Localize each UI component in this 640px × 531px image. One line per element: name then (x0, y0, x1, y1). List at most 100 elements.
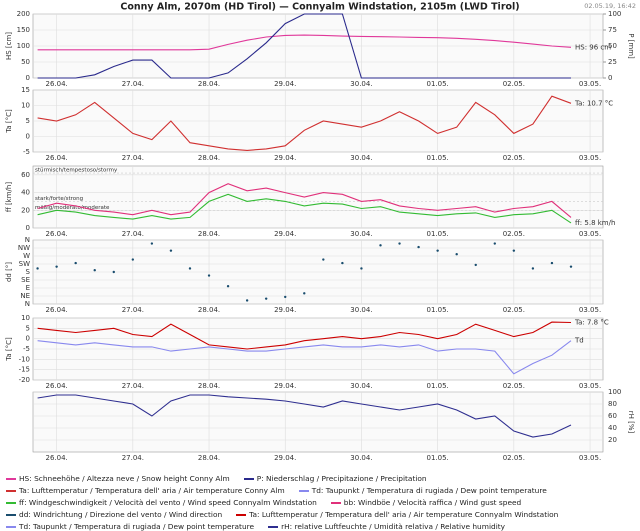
y2-tick-label: 100 (608, 388, 621, 396)
x-tick-label: 27.04. (122, 230, 144, 238)
y-tick-label: 60 (21, 171, 30, 179)
point (303, 292, 306, 295)
legend-swatch (243, 477, 254, 480)
point (474, 263, 477, 267)
x-tick-label: 26.04. (45, 306, 67, 314)
x-tick-label: 02.05. (503, 80, 525, 88)
series-line (37, 340, 572, 375)
plot-area (32, 391, 604, 453)
y2-tick-label: 50 (608, 42, 617, 50)
x-tick-label: 30.04. (350, 230, 372, 238)
y-tick-label: 200 (17, 10, 30, 18)
y-tick-label: 0 (26, 74, 30, 82)
x-tick-label: 03.05. (579, 382, 601, 390)
legend-label: Td: Taupunkt / Temperatura di rugiada / … (19, 522, 255, 531)
y-tick-label: 150 (17, 26, 30, 34)
x-tick-label: 03.05. (579, 230, 601, 238)
y-tick-label: W (23, 252, 30, 260)
y-tick-label: -5 (23, 345, 30, 353)
point (341, 261, 344, 265)
legend-label: ff: Windgeschwindigkeit / Velocità del v… (19, 498, 317, 507)
y2-tick-label: 75 (608, 26, 617, 34)
x-tick-label: 28.04. (198, 382, 220, 390)
legend-item: Td: Taupunkt / Temperatura di rugiada / … (298, 486, 547, 495)
y-tick-label: -20 (19, 376, 30, 384)
point (36, 267, 39, 270)
y-axis-label: HS [cm] (5, 32, 13, 60)
legend-swatch (6, 513, 16, 516)
legend-item: Ta: Lufttemperatur / Temperatura dell' a… (6, 486, 285, 495)
point (322, 258, 325, 261)
x-tick-label: 01.05. (427, 154, 449, 162)
legend-item: Td: Taupunkt / Temperatura di rugiada / … (6, 522, 254, 531)
legend: HS: Schneehöhe / Altezza neve / Snow hei… (6, 474, 636, 531)
y2-axis-label: rH [%] (627, 411, 635, 434)
point (55, 265, 58, 268)
series-line (37, 321, 572, 350)
legend-swatch (6, 525, 16, 528)
x-tick-label: 26.04. (45, 230, 67, 238)
x-tick-label: 27.04. (122, 80, 144, 88)
x-tick-label: 26.04. (45, 154, 67, 162)
x-tick-label: 29.04. (274, 454, 296, 462)
x-tick-label: 29.04. (274, 306, 296, 314)
legend-item: Ta: Lufttemperatur / Temperatura dell' a… (236, 510, 558, 519)
x-tick-label: 03.05. (579, 80, 601, 88)
y-tick-label: 0 (26, 133, 30, 141)
x-tick-label: 26.04. (45, 382, 67, 390)
legend-swatch (6, 489, 16, 492)
y-tick-label: 10 (21, 314, 30, 322)
point (188, 267, 192, 270)
legend-label: Ta: Lufttemperatur / Temperatura dell' a… (19, 486, 285, 495)
x-tick-label: 02.05. (503, 454, 525, 462)
y-axis-label: Ta [°C] (5, 337, 13, 362)
plot-area (32, 165, 604, 229)
legend-item: ff: Windgeschwindigkeit / Velocità del v… (6, 498, 317, 507)
legend-label: HS: Schneehöhe / Altezza neve / Snow hei… (19, 474, 230, 483)
point (455, 253, 458, 256)
point (531, 267, 535, 270)
band-label: stürmisch/tempestoso/stormy (35, 168, 118, 174)
point (207, 274, 211, 277)
point (379, 244, 382, 247)
y2-tick-label: 100 (608, 10, 621, 18)
y-tick-label: 40 (21, 189, 30, 197)
x-tick-label: 28.04. (198, 306, 220, 314)
y-axis-label: ff [km/h] (5, 182, 13, 212)
legend-item: bb: Windböe / Velocità raffica / Wind gu… (330, 498, 522, 507)
x-tick-label: 30.04. (350, 382, 372, 390)
point (264, 297, 268, 300)
point (569, 265, 573, 268)
legend-swatch (298, 489, 309, 492)
point (93, 269, 96, 272)
point (74, 261, 77, 265)
x-tick-label: 30.04. (350, 154, 372, 162)
x-tick-label: 29.04. (274, 230, 296, 238)
point (150, 242, 154, 245)
x-tick-label: 29.04. (274, 80, 296, 88)
x-tick-label: 03.05. (579, 454, 601, 462)
x-tick-label: 01.05. (427, 454, 449, 462)
x-tick-label: 27.04. (122, 454, 144, 462)
point (417, 245, 420, 249)
chart: Conny Alm, 2070m (HD Tirol) — Connyalm W… (5, 2, 636, 463)
legend-item: HS: Schneehöhe / Altezza neve / Snow hei… (6, 474, 230, 483)
chart-title: Conny Alm, 2070m (HD Tirol) — Connyalm W… (120, 2, 519, 13)
x-tick-label: 28.04. (198, 230, 220, 238)
y-tick-label: N (25, 300, 30, 308)
x-tick-label: 26.04. (45, 454, 67, 462)
x-tick-label: 03.05. (579, 306, 601, 314)
point (112, 270, 115, 274)
x-tick-label: 01.05. (427, 382, 449, 390)
y2-tick-label: 25 (608, 58, 617, 66)
x-tick-label: 02.05. (503, 154, 525, 162)
y-tick-label: -10 (19, 355, 30, 363)
legend-label: bb: Windböe / Velocità raffica / Wind gu… (343, 498, 522, 507)
y-tick-label: 0 (26, 335, 30, 343)
y-tick-label: SE (21, 276, 30, 284)
point (512, 249, 516, 252)
y-tick-label: SW (19, 260, 30, 268)
series-line (37, 394, 572, 438)
point (131, 258, 135, 261)
